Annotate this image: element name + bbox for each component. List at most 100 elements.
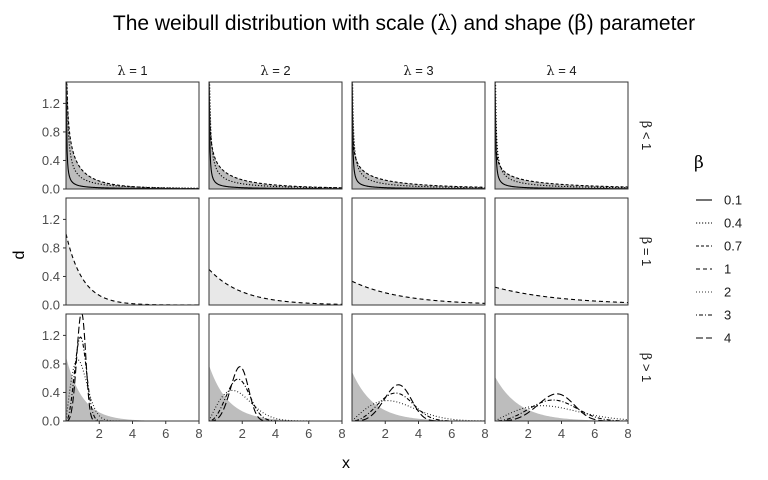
x-tick-label: 4 [272, 426, 279, 441]
density-fill [495, 129, 628, 189]
series-line-beta-1 [209, 269, 342, 305]
legend-entry-label: 0.4 [724, 216, 742, 231]
series-line-beta-0-4 [352, 82, 485, 189]
x-tick-label: 2 [382, 426, 389, 441]
panel-border [65, 81, 200, 190]
legend-title: β [694, 153, 704, 173]
density-fill [352, 116, 485, 189]
series-line-beta-0-4 [495, 82, 628, 189]
density-fill [352, 82, 485, 189]
facet-panel-r2-c2 [208, 197, 343, 306]
facet-panel-r1-c1 [65, 81, 200, 190]
legend-entry-label: 4 [724, 331, 731, 346]
facet-panel-r2-c3 [351, 197, 486, 306]
series-line-beta-0-4 [66, 82, 199, 189]
x-tick-label: 6 [591, 426, 598, 441]
x-tick-label: 8 [338, 426, 345, 441]
x-tick-label: 8 [481, 426, 488, 441]
panel-border [351, 197, 486, 306]
column-strip-label: λ = 1 [117, 63, 147, 79]
x-tick-label: 4 [415, 426, 422, 441]
panel-border [208, 81, 343, 190]
legend-entry-label: 1 [724, 262, 731, 277]
density-fill [209, 82, 342, 189]
chart-title: The weibull distribution with scale (λ) … [113, 11, 695, 35]
density-fill [495, 82, 628, 189]
x-tick-label: 6 [448, 426, 455, 441]
x-tick-label: 2 [96, 426, 103, 441]
row-strip-label: β > 1 [638, 353, 654, 383]
series-line-beta-1 [495, 286, 628, 304]
density-fill [352, 281, 485, 305]
density-fill [352, 372, 485, 421]
panel-border [351, 81, 486, 190]
legend-entry-label: 0.1 [724, 193, 742, 208]
facet-panel-r2-c4 [494, 197, 629, 306]
density-fill [209, 269, 342, 305]
facet-panel-r1-c4 [494, 81, 629, 190]
y-tick-label: 0.4 [42, 269, 60, 284]
x-tick-label: 6 [305, 426, 312, 441]
x-tick-label: 8 [624, 426, 631, 441]
series-line-beta-0-7 [66, 82, 199, 189]
series-line-beta-0-1 [66, 82, 199, 189]
x-tick-label: 8 [195, 426, 202, 441]
facet-panel-r2-c1 [65, 197, 200, 306]
y-tick-label: 1.2 [42, 212, 60, 227]
density-fill [495, 377, 628, 421]
row-strip-label: β = 1 [638, 237, 654, 267]
x-tick-label: 2 [239, 426, 246, 441]
series-line-beta-0-1 [209, 82, 342, 189]
density-fill [209, 366, 342, 421]
series-line-beta-2 [495, 405, 628, 421]
y-tick-label: 0.8 [42, 356, 60, 371]
series-line-beta-2 [352, 400, 485, 421]
facet-panels [65, 81, 629, 422]
facet-panel-r1-c3 [351, 81, 486, 190]
series-line-beta-4 [352, 384, 485, 421]
y-tick-label: 0.8 [42, 124, 60, 139]
series-line-beta-1 [352, 280, 485, 304]
column-strip-label: λ = 3 [403, 63, 433, 79]
y-tick-label: 0.0 [42, 414, 60, 429]
y-tick-label: 1.2 [42, 96, 60, 111]
axes: 0.0 0.4 0.8 1.2 0.0 0.4 0.8 1.2 0.0 0.4 0.8 1.2 2 4 6 8… [42, 96, 632, 441]
column-strips: λ = 1 λ = 2 λ = 3 λ = 4 [117, 63, 576, 79]
y-axis-label: d [11, 251, 28, 260]
density-fill [66, 82, 199, 189]
y-tick-label: 1.2 [42, 328, 60, 343]
density-fill [66, 235, 199, 305]
column-strip-label: λ = 4 [546, 63, 576, 79]
legend-entry-label: 0.7 [724, 239, 742, 254]
panel-border [65, 197, 200, 306]
y-tick-label: 0.4 [42, 153, 60, 168]
density-fill [66, 358, 199, 421]
facet-panel-r3-c3 [351, 313, 486, 422]
x-tick-label: 2 [525, 426, 532, 441]
density-fill [495, 287, 628, 305]
facet-panel-r3-c2 [208, 313, 343, 422]
series-line-beta-0-1 [352, 82, 485, 189]
legend-entry-label: 3 [724, 308, 731, 323]
column-strip-label: λ = 2 [260, 63, 290, 79]
series-line-beta-4 [66, 314, 199, 421]
row-strip-label: β < 1 [638, 121, 654, 151]
x-tick-label: 4 [129, 426, 136, 441]
density-fill [209, 93, 342, 189]
y-tick-label: 0.0 [42, 298, 60, 313]
y-tick-label: 0.0 [42, 182, 60, 197]
facet-panel-r3-c4 [494, 313, 629, 422]
legend: β 0.1 0.4 0.7 1 2 3 4 [694, 153, 742, 346]
x-tick-label: 6 [162, 426, 169, 441]
legend-entry-label: 2 [724, 285, 731, 300]
facet-panel-r1-c2 [208, 81, 343, 190]
series-line-beta-0-4 [209, 82, 342, 189]
y-tick-label: 0.4 [42, 385, 60, 400]
density-fill [66, 82, 199, 189]
series-line-beta-4 [495, 393, 628, 421]
x-tick-label: 4 [558, 426, 565, 441]
series-line-beta-0-7 [209, 82, 342, 189]
y-tick-label: 0.8 [42, 240, 60, 255]
series-line-beta-3 [495, 399, 628, 421]
series-line-beta-0-1 [495, 82, 628, 189]
